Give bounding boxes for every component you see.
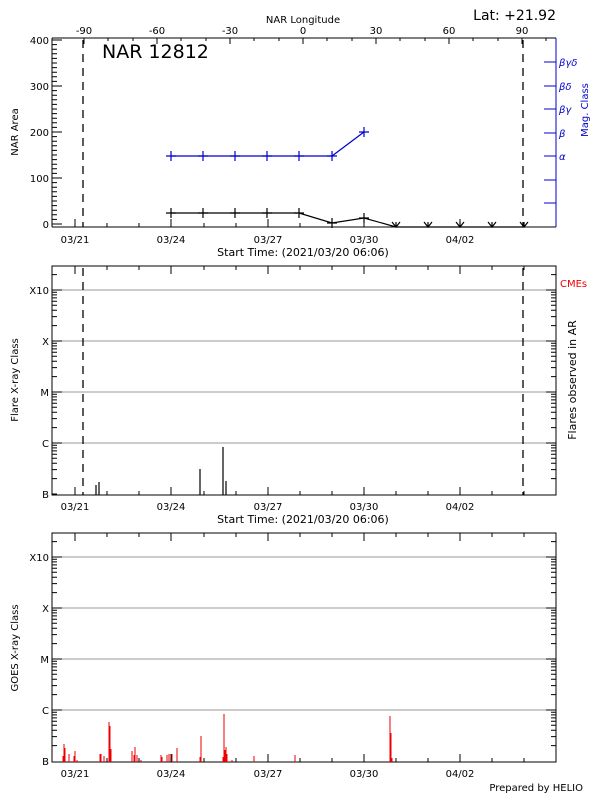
goes-panel: B C M X X10 GOES X-ray Class 03/21 03/24… xyxy=(10,532,557,780)
region-title: NAR 12812 xyxy=(102,41,209,63)
y2-axis-title: Flares observed in AR xyxy=(566,320,579,440)
lon-tick-label: 90 xyxy=(516,26,529,37)
x-tick-label: 03/21 xyxy=(61,235,90,246)
y-tick-label: 200 xyxy=(30,128,49,139)
nar-area-y-ticks xyxy=(52,39,62,225)
x-tick-label: 03/27 xyxy=(254,502,283,513)
mag-class-axis-title: Mag. Class xyxy=(580,83,591,137)
nar-area-y-tick-labels: 0 100 200 300 400 xyxy=(30,36,49,231)
date-tick-labels: 03/21 03/24 03/27 03/30 04/02 xyxy=(61,769,475,780)
x-tick-label: 03/30 xyxy=(350,235,379,246)
date-tick-labels: 03/21 03/24 03/27 03/30 04/02 xyxy=(61,502,475,513)
nar-area-series xyxy=(166,208,529,228)
goes-class-tick-labels: B C M X X10 xyxy=(29,553,49,768)
goes-bars xyxy=(62,714,393,762)
lon-tick-label: -60 xyxy=(149,26,165,37)
x-tick-label: 03/27 xyxy=(254,235,283,246)
y-axis-title: NAR Area xyxy=(10,108,21,155)
y-tick-label: 300 xyxy=(30,82,49,93)
x-tick-label: 04/02 xyxy=(446,769,475,780)
latitude-label: Lat: +21.92 xyxy=(473,8,556,24)
mag-class-label: βγδ xyxy=(558,58,577,69)
mag-class-series xyxy=(166,127,369,161)
x-axis-title: Start Time: (2021/03/20 06:06) xyxy=(217,246,389,259)
top-axis-title: NAR Longitude xyxy=(266,15,340,26)
mag-class-tick-labels: α β βγ βδ βγδ xyxy=(558,58,577,163)
cmes-legend: CMEs xyxy=(560,279,587,290)
goes-class-gridlines xyxy=(52,556,556,711)
x-tick-label: 03/24 xyxy=(157,769,186,780)
flares-panel: B C M X X10 Flare X-ray Class Flares obs… xyxy=(10,265,587,526)
y-tick-label: X10 xyxy=(29,286,49,297)
lon-tick-label: 30 xyxy=(370,26,383,37)
x-tick-label: 03/21 xyxy=(61,769,90,780)
lon-tick-label: -30 xyxy=(222,26,238,37)
y-tick-label: X xyxy=(42,337,49,348)
x-tick-label: 03/27 xyxy=(254,769,283,780)
y-tick-label: 0 xyxy=(43,220,49,231)
y-tick-label: X xyxy=(42,604,49,615)
y-tick-label: C xyxy=(42,439,49,450)
x-tick-label: 03/30 xyxy=(350,502,379,513)
x-axis-title: Start Time: (2021/03/20 06:06) xyxy=(217,513,389,526)
x-tick-label: 03/21 xyxy=(61,502,90,513)
y-tick-label: B xyxy=(42,757,49,768)
mag-class-label: β xyxy=(558,129,566,140)
mag-class-label: α xyxy=(559,152,566,163)
x-tick-label: 04/02 xyxy=(446,235,475,246)
y-tick-label: M xyxy=(40,388,49,399)
flare-class-gridlines xyxy=(52,289,556,444)
flare-class-tick-labels: B C M X X10 xyxy=(29,286,49,501)
lon-tick-label: -90 xyxy=(76,26,92,37)
y-tick-label: 100 xyxy=(30,174,49,185)
y-tick-label: B xyxy=(42,490,49,501)
lon-tick-label: 0 xyxy=(300,26,306,37)
mag-class-label: βγ xyxy=(558,105,572,116)
y-axis-title: Flare X-ray Class xyxy=(10,338,21,422)
y-tick-label: M xyxy=(40,655,49,666)
y-axis-title: GOES X-ray Class xyxy=(10,604,21,691)
mag-class-label: βδ xyxy=(558,82,572,93)
flare-bars xyxy=(95,447,227,495)
y-tick-label: X10 xyxy=(29,553,49,564)
top-longitude-tick-labels: -90 -60 -30 0 30 60 90 xyxy=(76,26,529,37)
x-tick-label: 03/30 xyxy=(350,769,379,780)
footer-credit: Prepared by HELIO xyxy=(489,783,583,794)
date-tick-labels: 03/21 03/24 03/27 03/30 04/02 xyxy=(61,235,475,246)
x-tick-label: 03/24 xyxy=(157,235,186,246)
x-tick-label: 03/24 xyxy=(157,502,186,513)
y-tick-label: 400 xyxy=(30,36,49,47)
x-tick-label: 04/02 xyxy=(446,502,475,513)
lon-tick-label: 60 xyxy=(443,26,456,37)
y-tick-label: C xyxy=(42,706,49,717)
nar-area-panel: NAR Longitude Lat: +21.92 -90 -60 -30 0 … xyxy=(10,8,591,259)
